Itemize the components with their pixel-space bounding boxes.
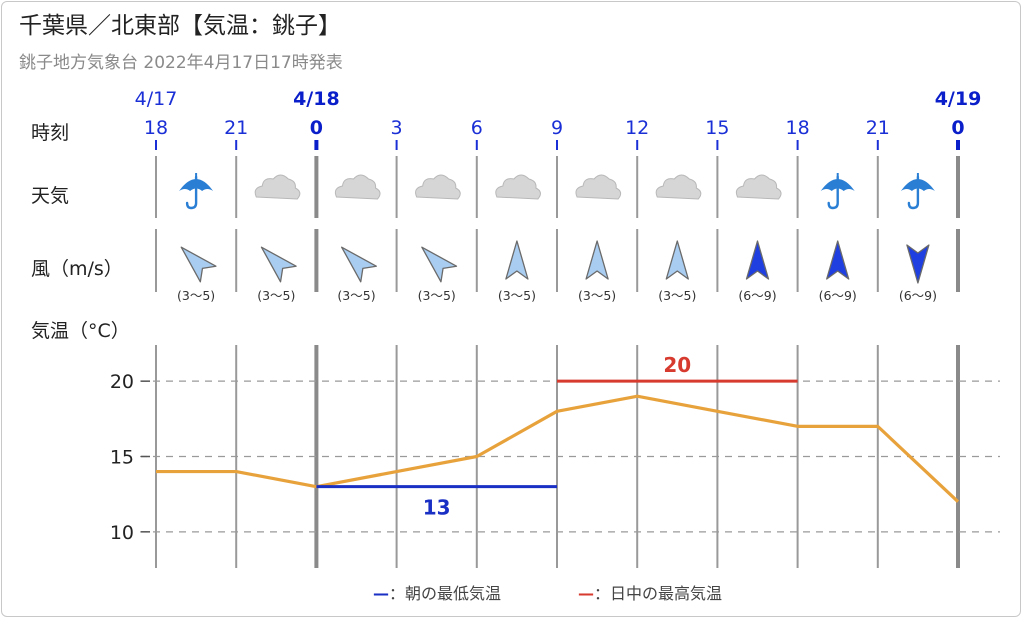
wind-speed-label: (3〜5) [337,288,375,303]
cloud-shape [735,174,782,200]
time-row-label: 時刻 [31,122,70,144]
wind-arrow-shape [421,246,458,283]
cloud-shape [575,174,622,200]
hour-label: 9 [550,117,564,139]
legend-min-temp: —：朝の最低気温 [373,580,501,604]
hour-label: 18 [143,117,169,139]
wind-speed-label: (3〜5) [578,288,616,303]
max-temp-label: 20 [663,353,691,377]
y-tick-label: 15 [110,447,134,469]
wind-arrow-icon [341,246,377,283]
wind-arrow-icon [906,244,930,284]
legend-max-temp: —：日中の最高気温 [578,580,722,604]
umbrella-icon [820,173,855,210]
hour-label: 12 [625,117,650,139]
wind-arrow-icon [421,246,458,283]
cloud-shape [655,174,702,200]
wind-arrow-icon [826,240,850,280]
date-label: 4/19 [934,88,982,110]
cloud-shape [495,174,541,200]
legend-min-label: ：朝の最低気温 [389,584,502,603]
wind-arrow-icon [180,246,217,283]
hour-label: 15 [705,117,730,139]
y-tick-label: 10 [110,522,134,544]
weather-row-label: 天気 [31,185,70,207]
cloud-icon [254,174,301,200]
wind-arrow-shape [665,240,689,280]
wind-row-label: 風（m/s） [31,258,123,280]
umbrella-handle [185,175,198,210]
wind-arrow-shape [906,244,930,284]
y-tick-label: 20 [110,371,134,393]
wind-arrow-shape [826,240,850,280]
page-title: 千葉県／北東部【気温：銚子】 [19,13,341,39]
wind-speed-label: (3〜5) [177,288,215,303]
cloud-shape [415,174,461,200]
cloud-shape [334,174,381,200]
cloud-shape [254,174,301,200]
wind-speed-label: (3〜5) [658,288,696,303]
wind-arrow-icon [260,246,297,283]
cloud-icon [334,174,381,200]
wind-speed-label: (3〜5) [418,288,456,303]
hour-label: 0 [309,117,324,139]
umbrella-icon [900,173,935,210]
cloud-icon [415,174,461,200]
legend-max-label: ：日中の最高気温 [594,584,723,603]
wind-speed-label: (3〜5) [498,288,536,303]
hour-label: 3 [390,117,403,139]
hour-label: 21 [865,117,890,139]
min-temp-label: 13 [423,496,451,520]
wind-speed-label: (3〜5) [257,288,295,303]
date-label: 4/17 [134,88,178,110]
legend-max-swatch: — [578,584,594,603]
wind-arrow-shape [341,246,377,283]
hour-label: 6 [470,117,483,139]
wind-arrow-shape [180,246,217,283]
cloud-icon [575,174,622,200]
hour-label: 18 [785,117,810,139]
umbrella-handle [907,175,920,210]
wind-arrow-shape [260,246,297,283]
legend-min-swatch: — [373,584,389,603]
temperature-row-label: 気温（°C） [31,320,130,342]
wind-arrow-icon [745,240,770,280]
wind-arrow-icon [585,240,609,280]
wind-arrow-shape [585,240,609,280]
cloud-icon [655,174,702,200]
hour-label: 0 [951,117,965,139]
date-label: 4/18 [293,88,340,110]
wind-arrow-shape [745,240,770,280]
wind-speed-label: (6〜9) [738,288,776,303]
wind-arrow-shape [505,240,529,280]
umbrella-handle [827,175,839,210]
wind-speed-label: (6〜9) [899,288,937,303]
cloud-icon [495,174,541,200]
wind-arrow-icon [505,240,529,280]
umbrella-icon [179,173,214,210]
cloud-icon [735,174,782,200]
wind-speed-label: (6〜9) [819,288,857,303]
wind-arrow-icon [665,240,689,280]
hour-label: 21 [224,117,249,139]
issued-by-subtitle: 銚子地方気象台 2022年4月17日17時発表 [19,53,343,73]
